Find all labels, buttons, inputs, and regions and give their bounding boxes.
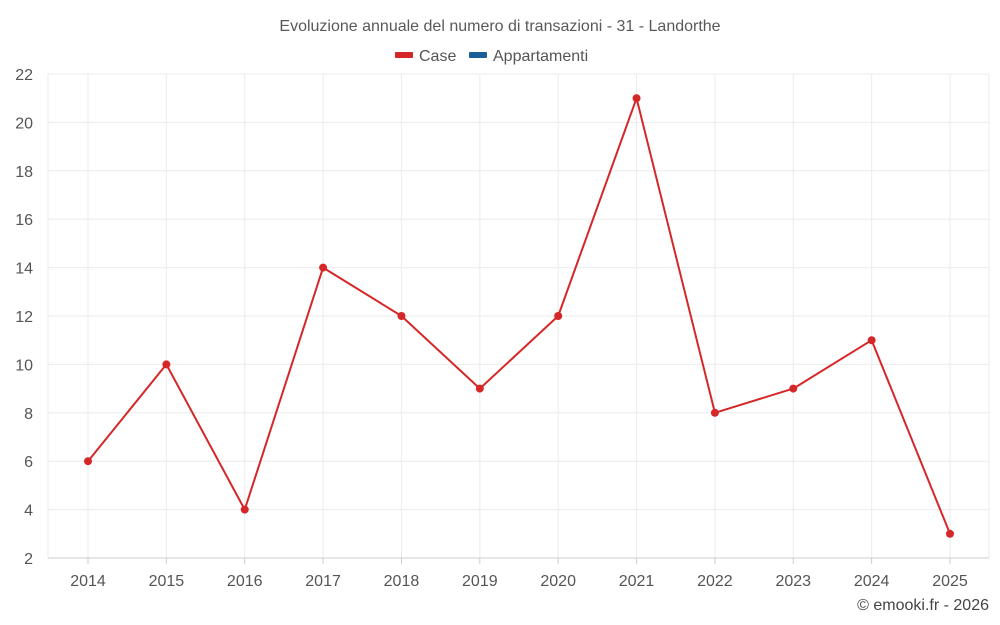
series-line-0 (87, 97, 951, 535)
legend-swatch-case (395, 52, 413, 58)
data-point[interactable] (319, 263, 328, 272)
x-tick-label: 2018 (384, 573, 420, 590)
y-tick-label: 8 (24, 406, 33, 423)
y-tick-label: 4 (24, 503, 33, 520)
data-point[interactable] (397, 312, 406, 320)
y-tick-label: 14 (15, 261, 33, 278)
x-tick-label: 2014 (70, 573, 106, 590)
legend-label-case[interactable]: Case (419, 48, 456, 65)
y-tick-label: 16 (15, 212, 33, 229)
x-axis-tick-labels: 2014 2015 2016 2017 2018 2019 2020 2021 2022 2023… (70, 573, 968, 590)
y-tick-label: 22 (15, 67, 33, 84)
x-tick-label: 2017 (305, 573, 341, 590)
x-tick-label: 2022 (697, 573, 733, 590)
data-point[interactable] (946, 529, 954, 538)
data-series (87, 97, 951, 535)
legend: Case Appartamenti (395, 48, 588, 65)
legend-label-appartamenti[interactable]: Appartamenti (493, 48, 588, 65)
y-tick-label: 20 (15, 115, 33, 132)
data-point[interactable] (632, 94, 641, 103)
chart-title: Evoluzione annuale del numero di transaz… (279, 18, 720, 35)
x-tick-label: 2015 (149, 573, 185, 590)
grid-lines (47, 73, 990, 558)
y-tick-label: 10 (15, 357, 33, 374)
legend-swatch-appartamenti (469, 52, 487, 58)
y-tick-label: 18 (15, 164, 33, 181)
x-tick-label: 2019 (462, 573, 498, 590)
data-point[interactable] (867, 336, 876, 345)
data-point[interactable] (789, 384, 798, 393)
x-tick-label: 2024 (854, 573, 890, 590)
data-point[interactable] (554, 312, 563, 320)
data-point[interactable] (240, 505, 249, 514)
y-tick-label: 2 (24, 551, 33, 568)
data-points (84, 94, 954, 538)
y-tick-label: 12 (15, 309, 33, 326)
y-tick-label: 6 (24, 454, 33, 471)
data-point[interactable] (84, 457, 92, 466)
credit-text[interactable]: © emooki.fr - 2026 (857, 597, 989, 614)
x-tick-label: 2023 (775, 573, 811, 590)
x-tick-label: 2016 (227, 573, 263, 590)
x-tick-label: 2021 (619, 573, 655, 590)
x-tick-label: 2025 (932, 573, 968, 590)
data-point[interactable] (475, 384, 484, 393)
data-point[interactable] (710, 408, 719, 417)
data-point[interactable] (162, 360, 171, 369)
x-tick-label: 2020 (540, 573, 576, 590)
y-axis-tick-labels: 2 4 6 8 10 12 14 16 18 20 22 (15, 67, 33, 568)
axes (48, 557, 989, 564)
